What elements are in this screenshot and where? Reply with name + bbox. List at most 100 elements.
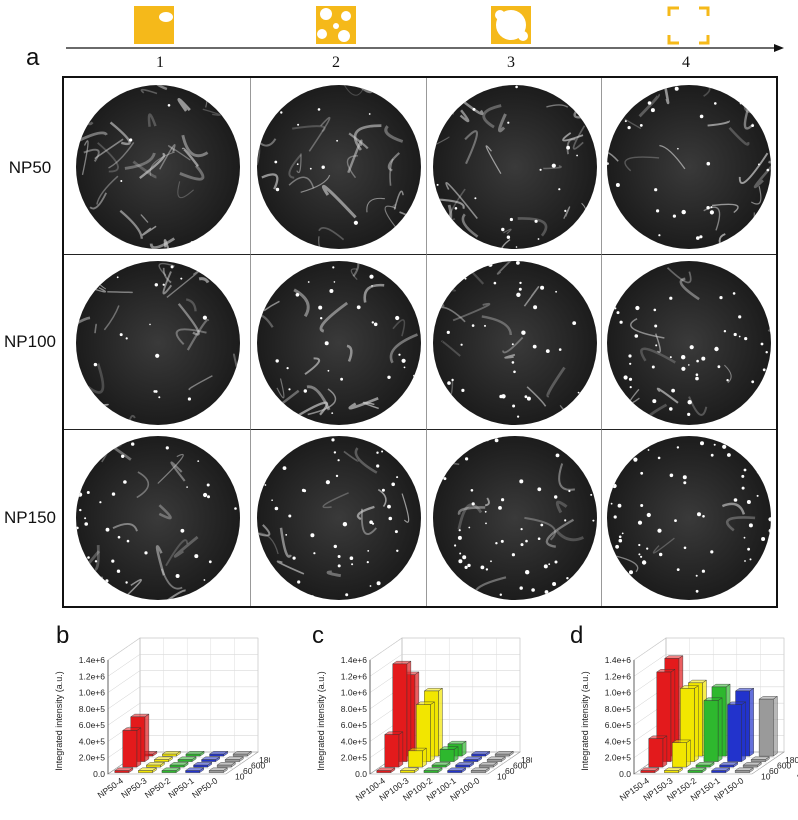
chart-c: 0.0 2.0e+5 4.0e+5 6.0e+5 8.0e+5 1.0e+6 1.2e+6 1… xyxy=(316,637,532,803)
gridline xyxy=(369,670,520,693)
panel-d-label: d xyxy=(570,622,584,649)
y-tick-label: 1.4e+6 xyxy=(605,655,632,665)
micrograph-disk xyxy=(432,84,597,249)
gridline xyxy=(107,702,258,726)
bar xyxy=(408,750,423,768)
y-tick-label: 1.2e+6 xyxy=(341,671,368,681)
time-tick-label: 10 xyxy=(761,771,771,781)
bar-side xyxy=(406,660,412,763)
micrograph-cell xyxy=(64,78,251,255)
bar xyxy=(208,770,224,773)
bar xyxy=(711,770,726,773)
bar xyxy=(742,764,758,768)
bar xyxy=(471,753,486,757)
stage-icon-strip xyxy=(66,6,784,52)
bar xyxy=(455,764,470,768)
y-tick-label: 8.0e+5 xyxy=(79,704,106,714)
micrograph-disk xyxy=(257,84,421,249)
bar xyxy=(423,770,439,773)
bar xyxy=(154,759,169,762)
micrograph-cell xyxy=(251,78,427,255)
y-axis-label: Integrated intensity (a.u.) xyxy=(316,671,326,771)
bar xyxy=(648,738,664,768)
y-tick-label: 1.2e+6 xyxy=(79,671,106,681)
micrograph-cell xyxy=(427,430,602,606)
stage-2-number: 2 xyxy=(332,54,340,71)
bar xyxy=(470,770,486,773)
bar-side xyxy=(717,697,723,763)
bar-side xyxy=(136,727,142,768)
micrograph-cell xyxy=(602,78,776,255)
y-tick-label: 0.0 xyxy=(355,769,367,779)
row-label-np150: NP150 xyxy=(4,508,56,527)
category-label: NP50-0 xyxy=(190,775,220,800)
y-tick-label: 1.4e+6 xyxy=(79,655,106,665)
panel-c-label: c xyxy=(312,622,324,649)
bar xyxy=(162,753,177,757)
bar-side xyxy=(686,739,691,768)
bar xyxy=(224,759,240,762)
time-tick-label: 600 xyxy=(513,760,527,770)
bar xyxy=(640,770,656,773)
y-axis-label: Integrated intensity (a.u.) xyxy=(580,671,590,771)
row-label-np50: NP50 xyxy=(8,158,52,177)
micrograph-disk xyxy=(432,436,597,600)
bar xyxy=(750,759,766,762)
bar xyxy=(185,770,200,773)
bar-side xyxy=(430,701,435,763)
bar-side xyxy=(144,713,150,763)
y-tick-label: 6.0e+5 xyxy=(605,720,632,730)
back-wall xyxy=(139,637,259,753)
micrograph-cell xyxy=(251,255,427,430)
bar xyxy=(695,764,711,768)
bar xyxy=(169,764,185,768)
stage-1-icon xyxy=(134,6,174,44)
gridline xyxy=(107,686,258,710)
chart-b: 0.0 2.0e+5 4.0e+5 6.0e+5 8.0e+5 1.0e+6 1.2e+6 1… xyxy=(54,637,270,800)
y-tick-label: 0.0 xyxy=(619,769,631,779)
time-tick-label: 60 xyxy=(243,766,253,776)
bar xyxy=(431,764,447,768)
bar xyxy=(201,759,216,762)
bar xyxy=(672,742,687,768)
time-tick-label: 600 xyxy=(251,760,265,770)
micrograph-disk xyxy=(607,260,771,425)
category-label: NP50-1 xyxy=(166,775,196,800)
y-tick-label: 1.4e+6 xyxy=(341,655,368,665)
gridline xyxy=(369,702,520,726)
gridline xyxy=(107,637,258,661)
y-tick-label: 4.0e+5 xyxy=(79,736,106,746)
time-tick-label: 600 xyxy=(777,760,791,770)
category-label: NP50-2 xyxy=(143,775,173,800)
gridline xyxy=(107,654,258,677)
stage-1-number: 1 xyxy=(156,54,164,71)
micrograph-disk xyxy=(257,436,421,600)
time-tick-label: 60 xyxy=(505,766,515,776)
bar xyxy=(439,749,455,762)
y-tick-label: 6.0e+5 xyxy=(79,720,106,730)
bar xyxy=(478,764,494,768)
bar xyxy=(687,770,703,773)
gridline xyxy=(369,654,520,677)
bar xyxy=(664,770,679,773)
y-tick-label: 1.0e+6 xyxy=(341,688,368,698)
row-label-np100: NP100 xyxy=(4,332,56,351)
time-arrow xyxy=(66,44,784,52)
bar-side xyxy=(694,685,699,763)
gridline xyxy=(369,686,520,710)
stage-4-number: 4 xyxy=(682,54,690,71)
bar xyxy=(463,759,478,762)
bar xyxy=(216,764,232,768)
micrograph-disk xyxy=(75,436,240,600)
bar xyxy=(209,753,224,757)
micrograph-disk xyxy=(257,260,421,425)
y-tick-label: 4.0e+5 xyxy=(341,736,368,746)
y-tick-label: 1.0e+6 xyxy=(605,688,632,698)
gridline xyxy=(633,670,784,693)
micrograph-cell xyxy=(427,78,602,255)
panel-a-label: a xyxy=(26,44,40,71)
y-tick-label: 2.0e+5 xyxy=(341,753,368,763)
bar xyxy=(400,770,415,773)
micrograph-disk xyxy=(607,84,771,249)
time-tick-label: 10 xyxy=(235,771,245,781)
